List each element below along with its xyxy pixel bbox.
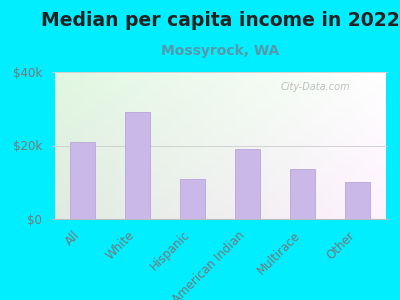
Bar [180,178,205,219]
Bar [70,142,95,219]
Bar [125,112,150,219]
Text: City-Data.com: City-Data.com [280,82,350,92]
Text: Median per capita income in 2022: Median per capita income in 2022 [41,11,399,29]
Bar [235,149,260,219]
Bar [345,182,370,219]
Bar [290,169,315,219]
Text: Mossyrock, WA: Mossyrock, WA [161,44,279,58]
